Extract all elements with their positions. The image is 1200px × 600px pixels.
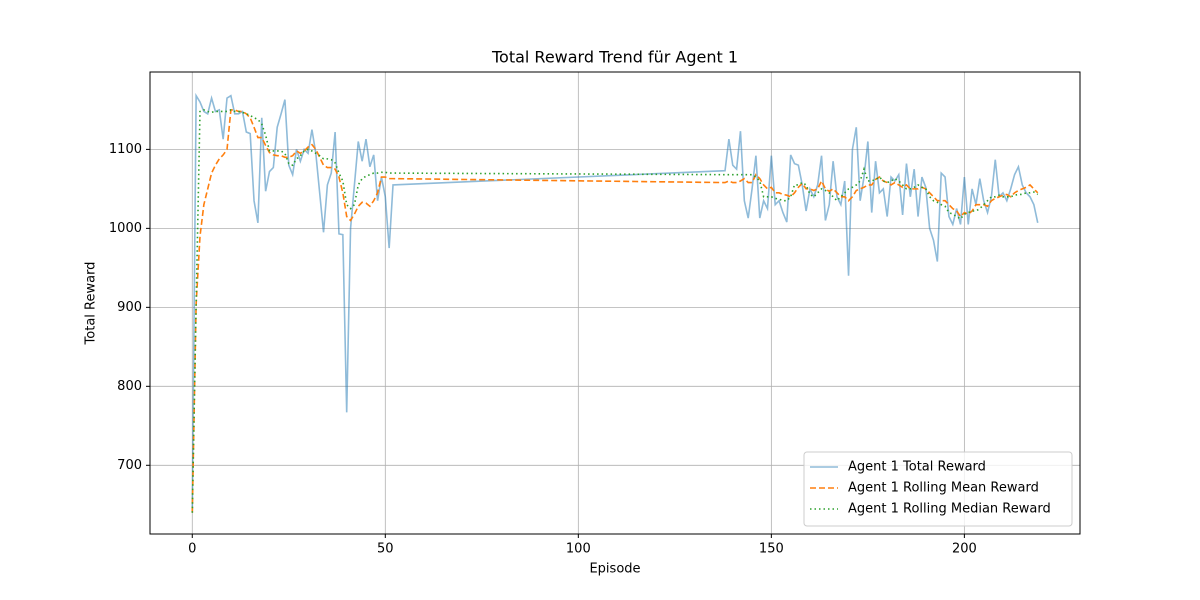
x-tick-label: 0	[188, 542, 196, 557]
x-tick-label: 200	[952, 542, 977, 557]
y-tick-label: 700	[117, 458, 142, 473]
y-tick-label: 1000	[109, 221, 142, 236]
legend-box	[803, 451, 1073, 527]
x-tick-label: 100	[566, 542, 591, 557]
x-axis-label: Episode	[589, 562, 640, 577]
data-line	[191, 109, 1039, 513]
data-line	[191, 92, 1039, 513]
plot-frame	[149, 71, 1081, 535]
legend-label: Agent 1 Rolling Mean Reward	[848, 481, 1039, 496]
x-tick-label: 50	[377, 542, 394, 557]
legend-label: Agent 1 Rolling Median Reward	[848, 502, 1051, 517]
y-tick-label: 1100	[109, 142, 142, 157]
chart-title: Total Reward Trend für Agent 1	[491, 48, 738, 67]
y-axis-label: Total Reward	[84, 262, 99, 346]
y-tick-label: 900	[117, 300, 142, 315]
data-line	[191, 109, 1039, 513]
x-tick-label: 150	[759, 542, 784, 557]
y-tick-label: 800	[117, 379, 142, 394]
legend-label: Agent 1 Total Reward	[848, 460, 986, 475]
